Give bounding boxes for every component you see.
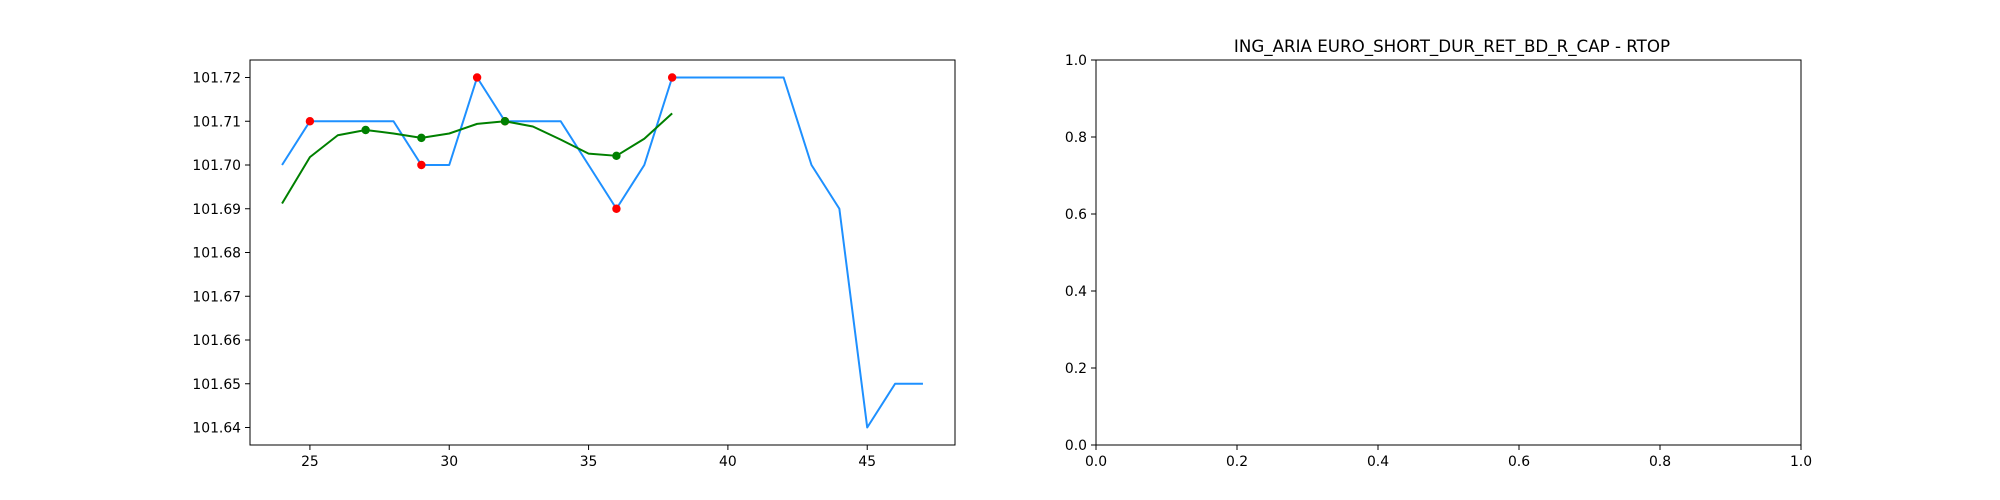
left-series-group	[281, 73, 923, 429]
left-y-tick-label: 101.70	[192, 158, 241, 174]
left-series-line-1	[281, 112, 673, 205]
left-series-line-0	[281, 76, 923, 429]
left-series-3-point	[500, 117, 510, 126]
left-series-2-point	[612, 204, 621, 213]
right-x-tick-label: 0.6	[1508, 454, 1530, 470]
left-series-2-point	[472, 73, 482, 82]
right-y-tick-label: 0.0	[1065, 438, 1087, 454]
right-chart: ING_ARIA EURO_SHORT_DUR_RET_BD_R_CAP - R…	[1065, 36, 1812, 470]
left-x-tick-label: 35	[580, 454, 598, 470]
left-series-3-point	[361, 125, 370, 135]
right-x-tick-label: 0.8	[1649, 454, 1671, 470]
left-y-tick-label: 101.71	[192, 114, 241, 130]
left-series-2-point	[305, 117, 315, 126]
right-x-tick-label: 0.4	[1367, 454, 1389, 470]
left-y-tick-label: 101.66	[192, 333, 241, 349]
right-y-tick-label: 1.0	[1065, 53, 1087, 69]
right-y-tick-label: 0.4	[1065, 284, 1087, 300]
left-series-2-point	[667, 73, 677, 82]
right-x-tick-label: 0.2	[1226, 454, 1248, 470]
left-x-tick-label: 30	[440, 454, 458, 470]
left-y-tick-label: 101.64	[192, 421, 241, 437]
left-series-2-point	[417, 160, 426, 170]
left-y-tick-label: 101.68	[192, 246, 241, 262]
right-axes: 0.0 0.2 0.4 0.6 0.8 1.0 0.0 0.2 0.4 0.6 0.8 1.0	[1065, 53, 1812, 470]
left-y-tick-label: 101.67	[192, 289, 241, 305]
right-y-tick-label: 0.2	[1065, 361, 1087, 377]
right-chart-title: ING_ARIA EURO_SHORT_DUR_RET_BD_R_CAP - R…	[1234, 36, 1670, 57]
right-x-tick-label: 0.0	[1085, 454, 1107, 470]
right-x-tick-label: 1.0	[1790, 454, 1812, 470]
right-y-tick-label: 0.8	[1065, 130, 1087, 146]
left-plot-area	[281, 73, 923, 429]
left-x-tick-label: 25	[301, 454, 319, 470]
left-series-3-point	[612, 151, 621, 161]
left-x-tick-label: 40	[719, 454, 737, 470]
right-y-tick-label: 0.6	[1065, 207, 1087, 223]
left-series-3-point	[417, 133, 426, 143]
left-axes: 25 30 35 40 45 101.64 101.65 101.66 101.67 101.68…	[192, 59, 956, 470]
left-y-tick-label: 101.65	[192, 377, 241, 393]
left-x-tick-label: 45	[858, 454, 876, 470]
left-y-tick-label: 101.72	[192, 71, 241, 87]
left-y-tick-label: 101.69	[192, 202, 241, 218]
left-chart: 25 30 35 40 45 101.64 101.65 101.66 101.67 101.68…	[192, 59, 956, 470]
right-axes-frame	[1095, 59, 1802, 446]
